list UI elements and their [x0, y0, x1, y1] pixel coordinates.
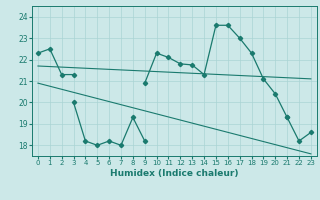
X-axis label: Humidex (Indice chaleur): Humidex (Indice chaleur) — [110, 169, 239, 178]
